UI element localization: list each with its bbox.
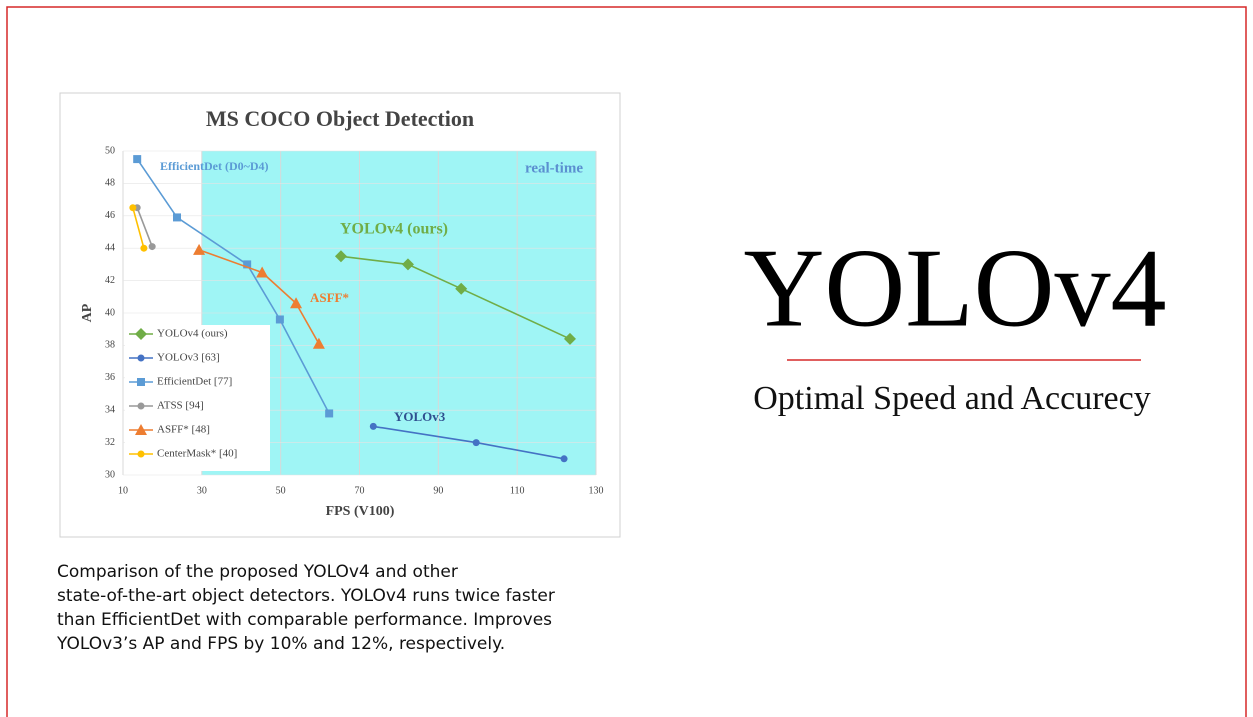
annotation: YOLOv3 <box>394 409 446 424</box>
annotation: YOLOv4 (ours) <box>340 221 448 238</box>
y-tick-label: 46 <box>105 210 115 221</box>
y-tick-label: 38 <box>105 340 115 351</box>
data-point <box>243 260 252 269</box>
x-tick-label: 50 <box>276 485 286 496</box>
x-tick-label: 10 <box>118 485 128 496</box>
legend-label: EfficientDet [77] <box>157 376 232 388</box>
caption-line: YOLOv3’s AP and FPS by 10% and 12%, resp… <box>56 634 505 654</box>
legend-label: YOLOv3 [63] <box>157 352 220 364</box>
data-point <box>193 243 206 255</box>
legend-label: YOLOv4 (ours) <box>157 328 228 340</box>
legend-label: ATSS [94] <box>157 400 204 412</box>
x-tick-label: 130 <box>589 485 604 496</box>
y-tick-label: 48 <box>105 178 115 189</box>
data-point <box>455 282 468 295</box>
series-line <box>136 207 153 247</box>
series-line <box>198 249 320 345</box>
caption-line: state-of-the-art object detectors. YOLOv… <box>57 586 555 606</box>
data-point <box>148 243 156 251</box>
x-axis-label: FPS (V100) <box>326 504 395 519</box>
series-line <box>340 255 571 340</box>
data-point <box>140 244 148 252</box>
legend-marker <box>135 424 147 435</box>
data-point <box>275 315 284 324</box>
y-tick-label: 40 <box>105 307 115 318</box>
data-point <box>334 250 347 263</box>
y-axis-label: AP <box>80 303 95 322</box>
y-tick-label: 34 <box>105 404 115 415</box>
y-tick-label: 32 <box>105 437 115 448</box>
data-point <box>560 455 568 463</box>
series-line <box>132 207 145 249</box>
heading: YOLOv4 <box>743 227 1166 351</box>
legend-marker <box>137 378 145 386</box>
annotation: ASFF* <box>310 290 349 305</box>
legend-label: ASFF* [48] <box>157 424 210 436</box>
subheading: Optimal Speed and Accurecy <box>753 380 1150 417</box>
legend-marker <box>137 402 145 410</box>
y-tick-label: 36 <box>105 372 115 383</box>
x-tick-label: 90 <box>433 485 443 496</box>
data-point <box>133 155 142 164</box>
legend-marker <box>137 450 145 458</box>
data-point <box>401 258 414 271</box>
legend-label: CenterMask* [40] <box>157 448 237 460</box>
data-point <box>472 439 480 447</box>
y-tick-label: 42 <box>105 275 115 286</box>
data-point <box>129 204 137 212</box>
x-tick-label: 30 <box>197 485 207 496</box>
caption-line: than EfficientDet with comparable perfor… <box>57 610 552 630</box>
legend-marker <box>137 354 145 362</box>
y-tick-label: 44 <box>105 242 115 253</box>
x-tick-label: 110 <box>510 485 525 496</box>
legend-marker <box>135 328 147 340</box>
legend-box <box>125 325 270 471</box>
x-tick-label: 70 <box>355 485 365 496</box>
data-point <box>369 422 377 430</box>
annotation: EfficientDet (D0~D4) <box>160 159 269 173</box>
data-point <box>325 409 334 418</box>
data-point <box>312 337 325 349</box>
region-label: real-time <box>525 160 583 176</box>
chart-title: MS COCO Object Detection <box>206 106 474 131</box>
y-tick-label: 50 <box>105 145 115 156</box>
data-point <box>173 213 182 222</box>
caption-line: Comparison of the proposed YOLOv4 and ot… <box>57 562 458 582</box>
data-point <box>256 266 269 278</box>
data-point <box>563 332 576 345</box>
data-point <box>290 297 303 309</box>
y-tick-label: 30 <box>105 469 115 480</box>
